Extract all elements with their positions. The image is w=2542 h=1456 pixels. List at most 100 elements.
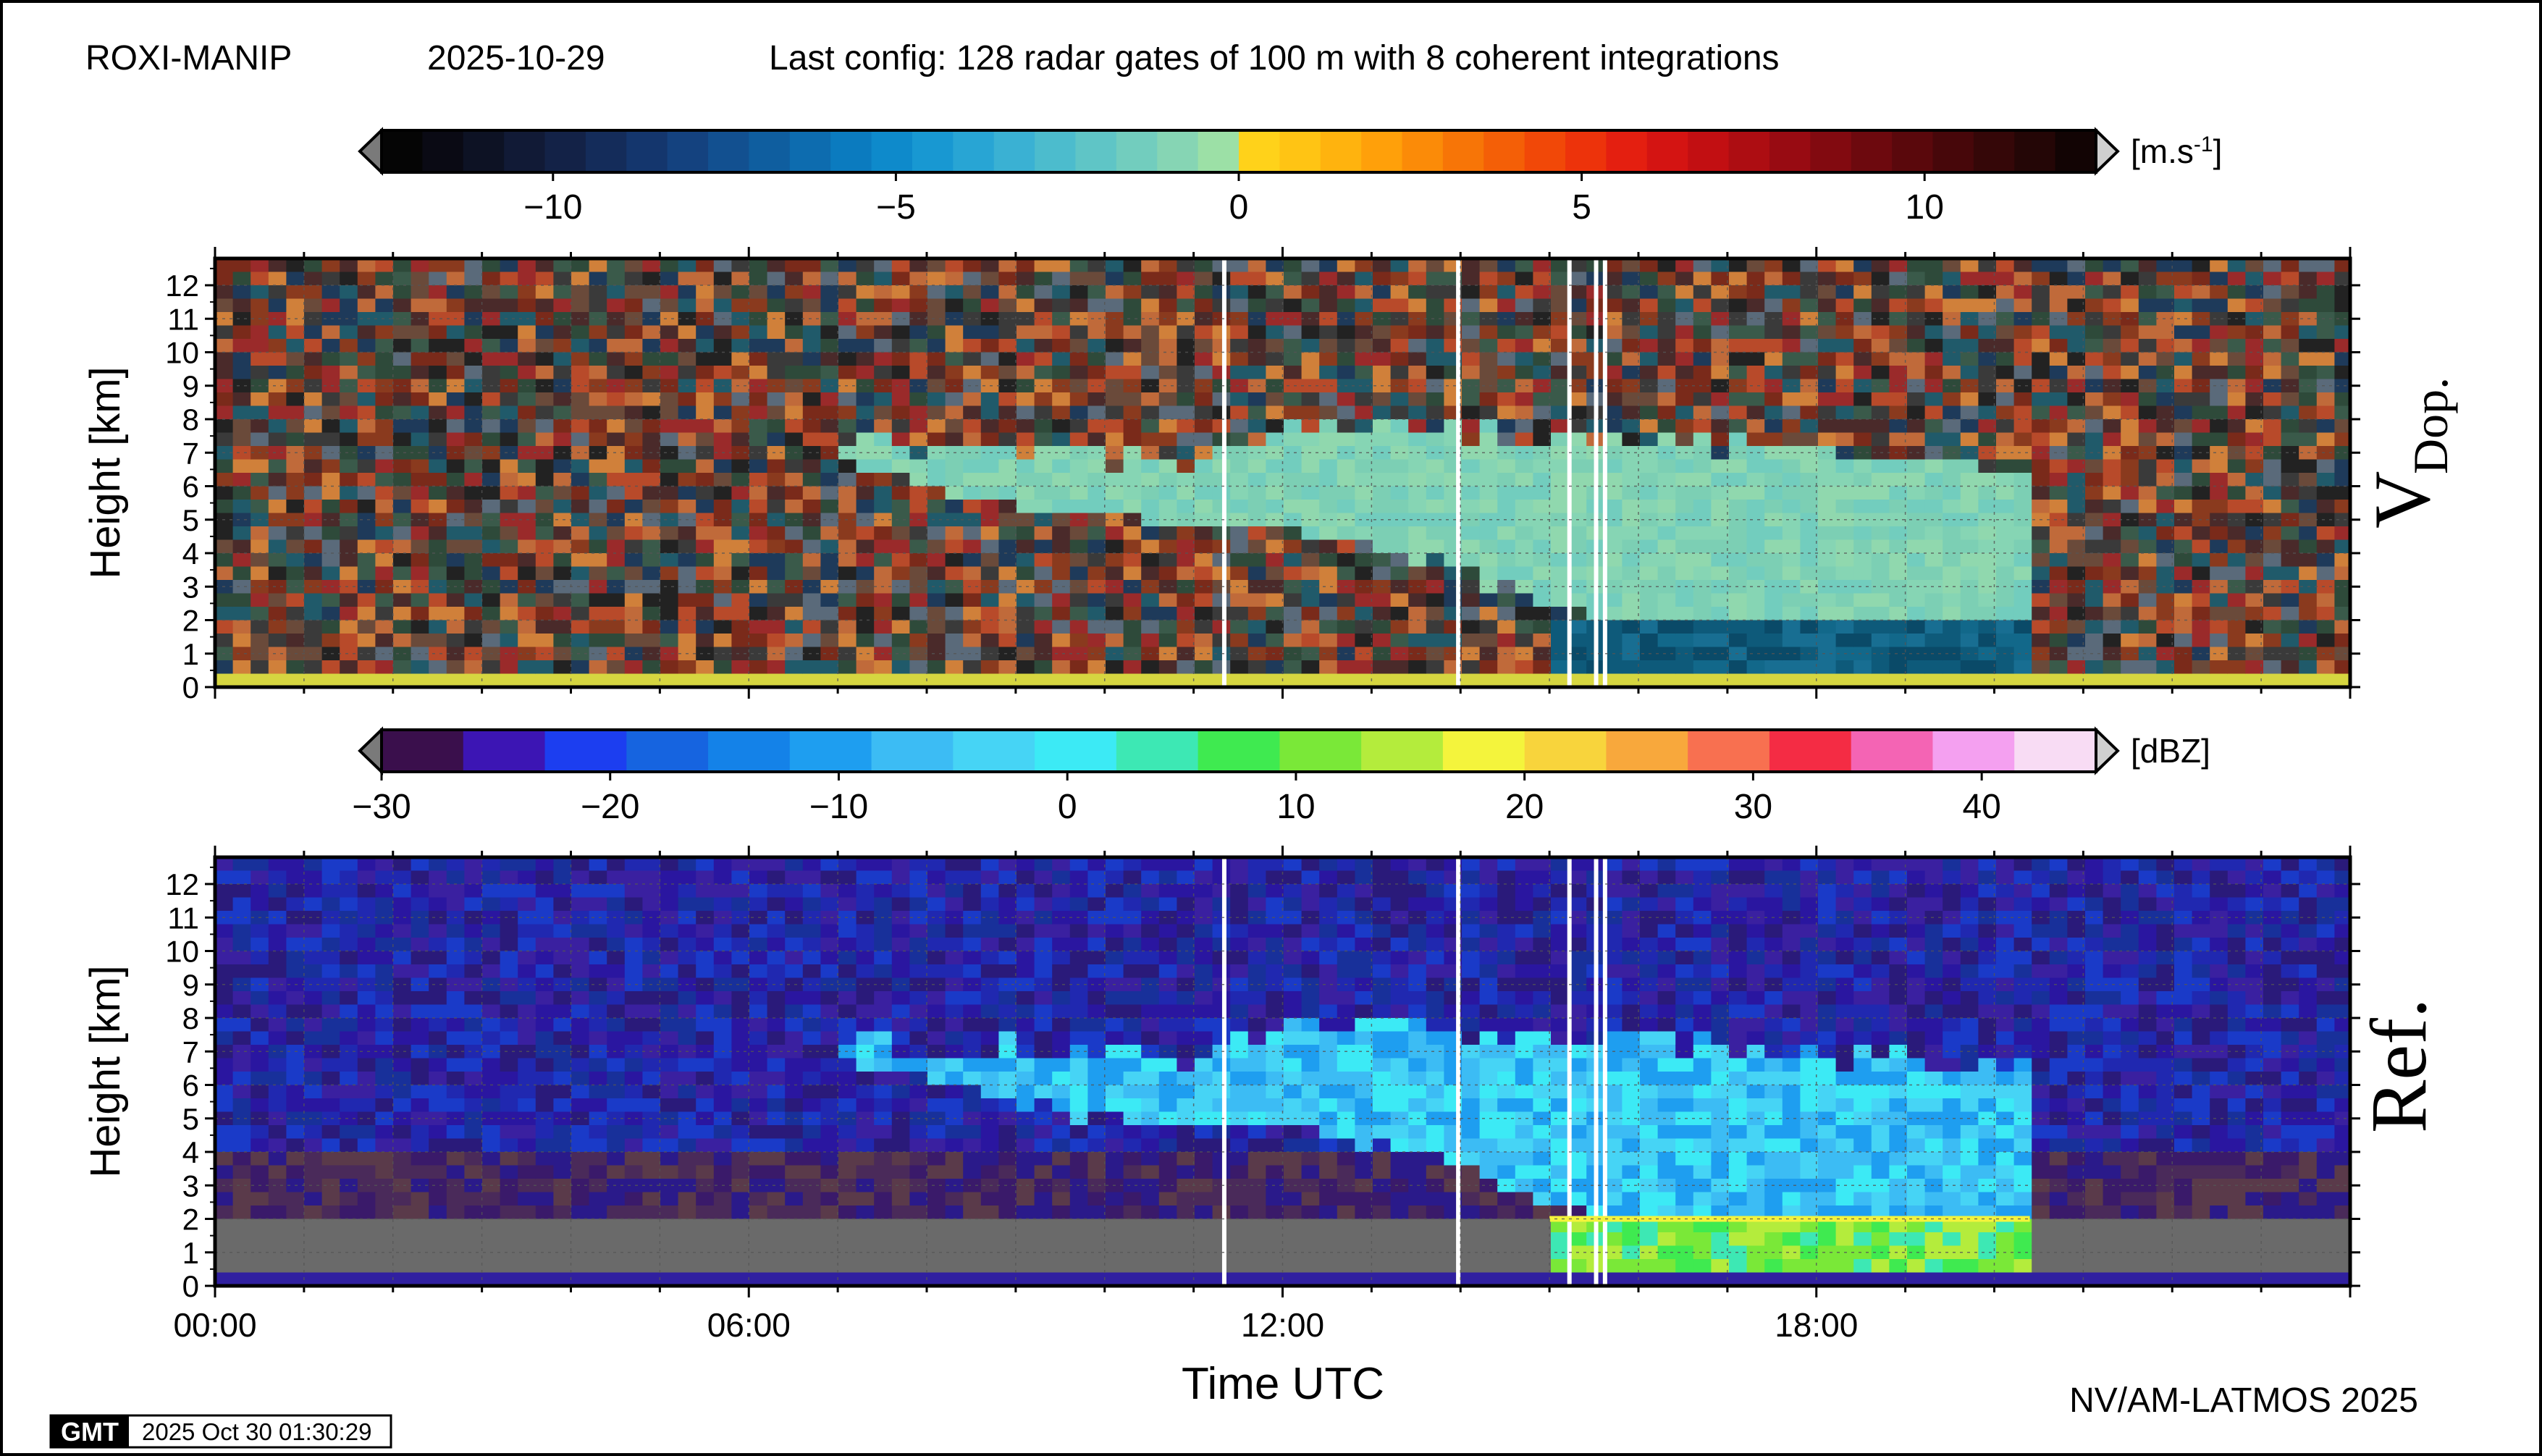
ref-heatmap-cell: [286, 1205, 305, 1219]
vel-heatmap-cell: [1604, 553, 1623, 567]
vel-heatmap-cell: [2227, 459, 2246, 474]
vel-heatmap-cell: [2138, 352, 2157, 366]
vel-heatmap-cell: [232, 312, 251, 326]
vel-heatmap-cell: [340, 473, 358, 487]
vel-heatmap-cell: [1462, 352, 1481, 366]
vel-heatmap-cell: [286, 500, 305, 513]
vel-heatmap-cell: [660, 258, 679, 272]
vel-heatmap-cell: [1675, 620, 1694, 634]
vel-heatmap-cell: [2156, 352, 2175, 366]
vel-heatmap-cell: [927, 352, 946, 366]
vel-heatmap-cell: [2156, 285, 2175, 299]
vel-heatmap-cell: [589, 298, 607, 313]
vel-heatmap-cell: [1301, 486, 1320, 500]
ref-heatmap-cell: [518, 1125, 536, 1139]
vel-heatmap-cell: [927, 660, 946, 674]
vel-heatmap-cell: [1087, 473, 1106, 487]
vel-heatmap-cell: [1675, 366, 1694, 379]
vel-heatmap-cell: [963, 526, 982, 540]
vel-heatmap-cell: [232, 432, 251, 447]
vel-heatmap-cell: [1729, 539, 1748, 554]
vel-heatmap-cell: [535, 459, 554, 474]
vel-heatmap-cell: [2334, 526, 2350, 540]
vel-heatmap-cell: [767, 660, 786, 674]
vel-heatmap-cell: [1551, 419, 1570, 433]
vel-heatmap-cell: [1195, 593, 1213, 607]
vel-heatmap-cell: [1533, 419, 1552, 433]
vel-heatmap-cell: [1657, 298, 1676, 313]
vel-heatmap-cell: [1551, 312, 1570, 326]
vel-heatmap-cell: [2334, 258, 2350, 272]
ref-heatmap-cell: [232, 1165, 251, 1179]
ref-heatmap-cell: [500, 1045, 518, 1059]
vel-heatmap-cell: [1568, 432, 1587, 447]
vel-heatmap-cell: [607, 607, 626, 620]
vel-heatmap-cell: [321, 607, 340, 620]
vel-heatmap-cell: [1907, 634, 1926, 647]
ref-heatmap-cell: [589, 924, 607, 938]
vel-heatmap-cell: [2299, 272, 2318, 286]
vel-heatmap-cell: [2156, 298, 2175, 313]
vel-heatmap-cell: [1266, 634, 1284, 647]
vel-heatmap-cell: [820, 513, 839, 527]
ref-heatmap-cell: [642, 1031, 661, 1045]
vel-heatmap-cell: [1212, 500, 1231, 513]
ref-heatmap-cell: [535, 884, 554, 898]
ref-heatmap-cell: [375, 1098, 394, 1112]
ref-heatmap-cell: [393, 1165, 412, 1179]
vel-heatmap-cell: [696, 272, 715, 286]
vel-heatmap-cell: [660, 539, 679, 554]
vel-heatmap-cell: [357, 526, 376, 540]
vel-heatmap-cell: [1390, 352, 1409, 366]
vel-heatmap-cell: [2085, 459, 2104, 474]
vel-heatmap-cell: [357, 459, 376, 474]
vel-heatmap-cell: [1390, 593, 1409, 607]
ref-heatmap-cell: [446, 1058, 465, 1072]
reflectivity-colorbar-swatch: [1279, 730, 1362, 772]
vel-heatmap-cell: [1675, 513, 1694, 527]
vel-heatmap-cell: [802, 272, 821, 286]
vel-heatmap-cell: [767, 607, 786, 620]
vel-heatmap-cell: [1087, 298, 1106, 313]
vel-heatmap-cell: [2334, 366, 2350, 379]
ref-heatmap-cell: [446, 1072, 465, 1085]
vel-heatmap-cell: [2316, 566, 2335, 581]
vel-heatmap-cell: [767, 634, 786, 647]
vel-heatmap-cell: [1052, 660, 1071, 674]
vel-heatmap-cell: [429, 486, 447, 500]
vel-heatmap-cell: [1533, 539, 1552, 554]
vel-heatmap-cell: [1907, 352, 1926, 366]
vel-heatmap-cell: [1034, 405, 1053, 420]
vel-heatmap-cell: [1426, 339, 1444, 353]
vel-heatmap-cell: [2245, 553, 2264, 567]
vel-heatmap-cell: [1390, 500, 1409, 513]
vel-heatmap-cell: [1675, 339, 1694, 353]
vel-heatmap-cell: [1800, 593, 1819, 607]
vel-heatmap-cell: [1693, 258, 1712, 272]
vel-heatmap-cell: [624, 258, 643, 272]
vel-heatmap-cell: [2156, 607, 2175, 620]
vel-heatmap-cell: [304, 526, 323, 540]
vel-heatmap-cell: [945, 607, 964, 620]
ref-heatmap-cell: [446, 857, 465, 871]
vel-heatmap-cell: [2263, 673, 2282, 687]
vel-heatmap-cell: [304, 486, 323, 500]
vel-heatmap-cell: [1301, 526, 1320, 540]
ref-heatmap-cell: [678, 857, 696, 871]
ref-heatmap-cell: [411, 897, 429, 912]
vel-heatmap-cell: [963, 539, 982, 554]
vel-heatmap-cell: [232, 419, 251, 433]
vel-heatmap-cell: [2085, 446, 2104, 460]
vel-heatmap-cell: [1693, 339, 1712, 353]
vel-heatmap-cell: [1943, 392, 1961, 406]
vel-heatmap-cell: [838, 634, 857, 647]
vel-heatmap-cell: [518, 500, 536, 513]
vel-heatmap-cell: [607, 285, 626, 299]
vel-heatmap-cell: [1533, 405, 1552, 420]
vel-heatmap-cell: [980, 258, 999, 272]
vel-heatmap-cell: [2245, 298, 2264, 313]
vel-heatmap-cell: [909, 473, 928, 487]
vel-heatmap-cell: [268, 352, 287, 366]
vel-heatmap-cell: [1158, 366, 1177, 379]
vel-heatmap-cell: [874, 620, 893, 634]
